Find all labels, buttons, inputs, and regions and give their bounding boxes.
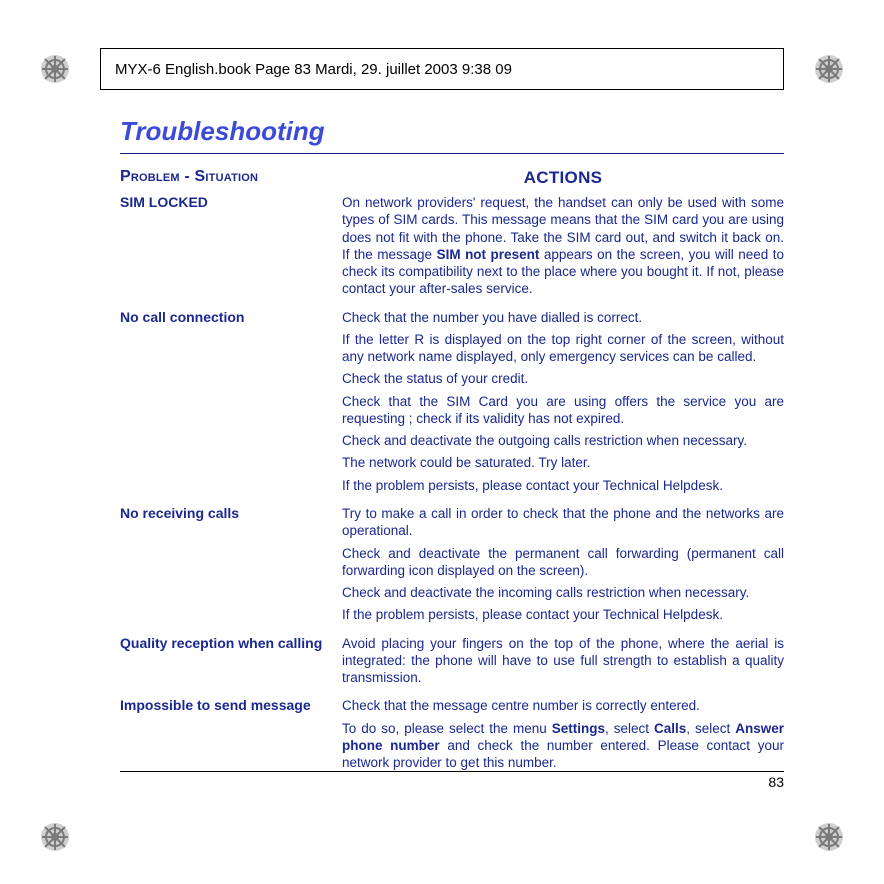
page-number: 83 bbox=[768, 774, 784, 790]
action-text: Check and deactivate the incoming calls … bbox=[342, 584, 784, 601]
corner-ornament-bottom-left-icon bbox=[40, 822, 70, 852]
action-text: If the problem persists, please contact … bbox=[342, 606, 784, 623]
action-text: Check the status of your credit. bbox=[342, 370, 784, 387]
problem-label: SIM LOCKED bbox=[120, 194, 342, 303]
table-body: SIM LOCKEDOn network providers' request,… bbox=[120, 194, 784, 776]
action-text: If the letter R is displayed on the top … bbox=[342, 331, 784, 366]
problem-label: Quality reception when calling bbox=[120, 635, 342, 692]
actions-cell: Check that the number you have dialled i… bbox=[342, 309, 784, 499]
problem-label: No receiving calls bbox=[120, 505, 342, 629]
actions-cell: On network providers' request, the hands… bbox=[342, 194, 784, 303]
action-text: The network could be saturated. Try late… bbox=[342, 454, 784, 471]
table-row: Impossible to send messageCheck that the… bbox=[120, 697, 784, 776]
actions-cell: Avoid placing your fingers on the top of… bbox=[342, 635, 784, 692]
table-row: No call connectionCheck that the number … bbox=[120, 309, 784, 499]
action-text: Check that the SIM Card you are using of… bbox=[342, 393, 784, 428]
column-header-problem: Problem - Situation bbox=[120, 168, 342, 188]
table-row: No receiving callsTry to make a call in … bbox=[120, 505, 784, 629]
problem-label: No call connection bbox=[120, 309, 342, 499]
action-text: Check that the number you have dialled i… bbox=[342, 309, 784, 326]
table-header-row: Problem - Situation ACTIONS bbox=[120, 168, 784, 188]
actions-cell: Try to make a call in order to check tha… bbox=[342, 505, 784, 629]
action-text: Check that the message centre number is … bbox=[342, 697, 784, 714]
document-header-text: MYX-6 English.book Page 83 Mardi, 29. ju… bbox=[115, 61, 512, 78]
corner-ornament-top-left-icon bbox=[40, 54, 70, 84]
title-rule bbox=[120, 153, 784, 154]
action-text: Try to make a call in order to check tha… bbox=[342, 505, 784, 540]
footer-rule bbox=[120, 771, 784, 772]
table-row: Quality reception when callingAvoid plac… bbox=[120, 635, 784, 692]
action-text: If the problem persists, please contact … bbox=[342, 477, 784, 494]
column-header-actions: ACTIONS bbox=[342, 168, 784, 188]
document-header-bar: MYX-6 English.book Page 83 Mardi, 29. ju… bbox=[100, 48, 784, 90]
page: MYX-6 English.book Page 83 Mardi, 29. ju… bbox=[0, 0, 884, 884]
corner-ornament-top-right-icon bbox=[814, 54, 844, 84]
content-area: Troubleshooting Problem - Situation ACTI… bbox=[120, 116, 784, 784]
table-row: SIM LOCKEDOn network providers' request,… bbox=[120, 194, 784, 303]
action-text: Check and deactivate the permanent call … bbox=[342, 545, 784, 580]
page-title: Troubleshooting bbox=[120, 116, 784, 147]
action-text: To do so, please select the menu Setting… bbox=[342, 720, 784, 772]
actions-cell: Check that the message centre number is … bbox=[342, 697, 784, 776]
action-text: Check and deactivate the outgoing calls … bbox=[342, 432, 784, 449]
action-text: Avoid placing your fingers on the top of… bbox=[342, 635, 784, 687]
action-text: On network providers' request, the hands… bbox=[342, 194, 784, 298]
corner-ornament-bottom-right-icon bbox=[814, 822, 844, 852]
problem-label: Impossible to send message bbox=[120, 697, 342, 776]
